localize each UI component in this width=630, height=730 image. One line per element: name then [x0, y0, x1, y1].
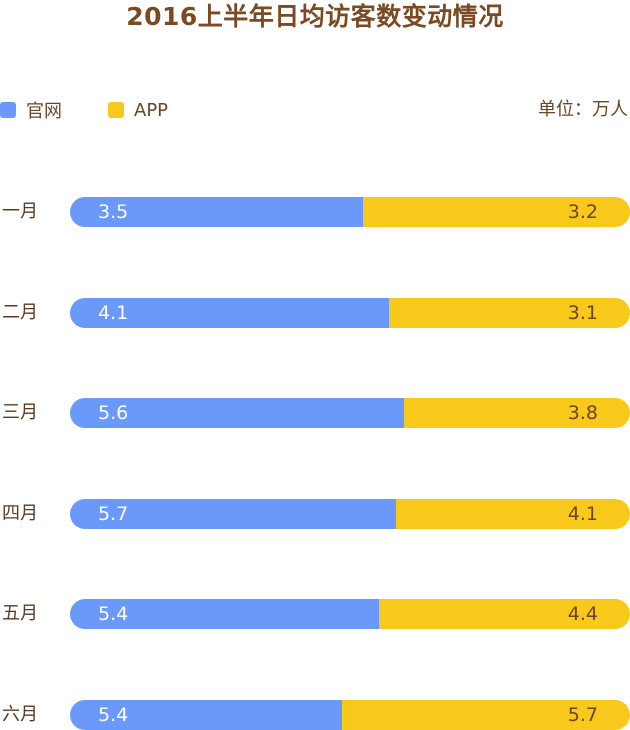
- bar-row: 六月 5.4 5.7: [0, 700, 630, 730]
- legend-label-app: APP: [134, 99, 169, 121]
- data-label-web: 5.4: [98, 704, 129, 726]
- data-label-web: 3.5: [98, 201, 129, 223]
- stacked-bar: 5.4 4.4: [70, 599, 630, 629]
- bar-row: 二月 4.1 3.1: [0, 298, 630, 328]
- bar-row: 三月 5.6 3.8: [0, 398, 630, 428]
- bar-segment-web: 5.4: [70, 700, 343, 730]
- bar-segment-web: 5.7: [70, 499, 396, 529]
- bar-row: 一月 3.5 3.2: [0, 197, 630, 227]
- category-label: 六月: [2, 704, 38, 725]
- data-label-app: 5.7: [567, 704, 598, 726]
- bar-segment-app: 4.4: [378, 599, 630, 629]
- data-label-app: 3.8: [567, 402, 598, 424]
- chart-title: 2016上半年日均访客数变动情况: [126, 2, 504, 31]
- data-label-web: 5.4: [98, 603, 129, 625]
- legend-item-app: APP: [108, 96, 168, 124]
- data-label-app: 4.4: [567, 603, 598, 625]
- bar-segment-web: 3.5: [70, 197, 363, 227]
- data-label-app: 3.1: [567, 302, 598, 324]
- legend-swatch-web: [0, 102, 16, 118]
- category-label: 四月: [2, 503, 38, 524]
- legend-item-web: 官网: [0, 96, 62, 124]
- bar-row: 四月 5.7 4.1: [0, 499, 630, 529]
- category-label: 三月: [2, 402, 38, 423]
- bar-segment-web: 5.4: [70, 599, 379, 629]
- category-label: 五月: [2, 603, 38, 624]
- data-label-app: 4.1: [567, 503, 598, 525]
- category-label: 一月: [2, 201, 38, 222]
- stacked-bar: 5.7 4.1: [70, 499, 630, 529]
- bar-segment-web: 4.1: [70, 298, 389, 328]
- data-label-app: 3.2: [567, 201, 598, 223]
- bar-segment-web: 5.6: [70, 398, 404, 428]
- bar-segment-app: 3.8: [403, 398, 630, 428]
- bar-segment-app: 3.2: [362, 197, 630, 227]
- legend-swatch-app: [108, 102, 124, 118]
- stacked-bar: 4.1 3.1: [70, 298, 630, 328]
- stacked-bar: 5.6 3.8: [70, 398, 630, 428]
- data-label-web: 5.6: [98, 402, 129, 424]
- bar-segment-app: 3.1: [388, 298, 630, 328]
- data-label-web: 5.7: [98, 503, 129, 525]
- category-label: 二月: [2, 302, 38, 323]
- unit-label: 单位：万人: [538, 99, 628, 120]
- legend-label-web: 官网: [26, 101, 62, 122]
- data-label-web: 4.1: [98, 302, 129, 324]
- bar-segment-app: 4.1: [395, 499, 630, 529]
- stacked-bar: 5.4 5.7: [70, 700, 630, 730]
- bar-segment-app: 5.7: [342, 700, 630, 730]
- bar-row: 五月 5.4 4.4: [0, 599, 630, 629]
- stacked-bar: 3.5 3.2: [70, 197, 630, 227]
